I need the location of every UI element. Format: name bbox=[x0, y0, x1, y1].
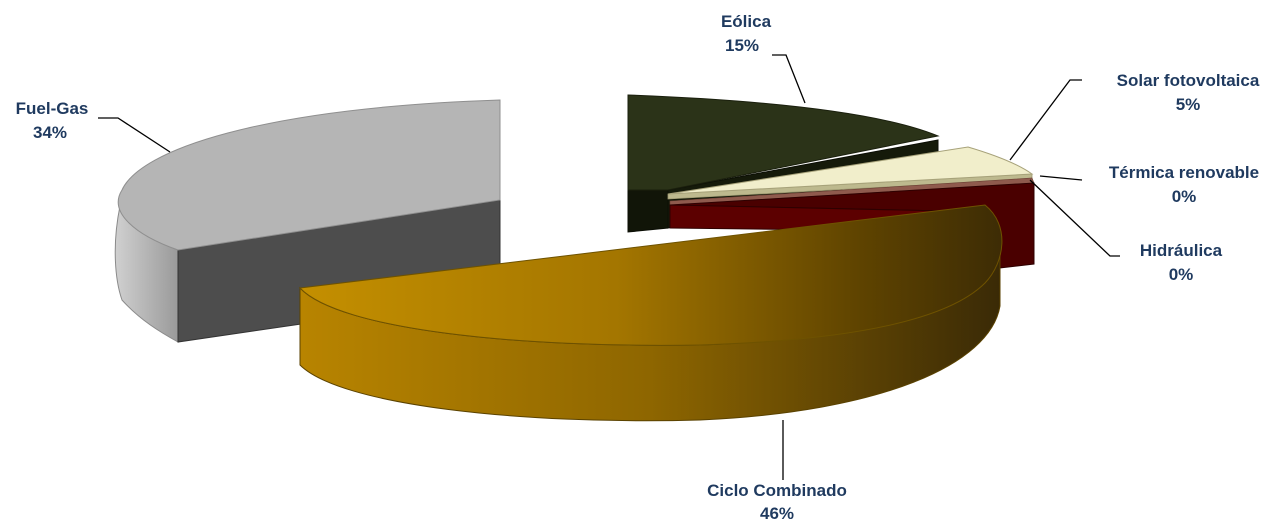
label-termica-renovable: Térmica renovable bbox=[1109, 163, 1259, 182]
leader-line-hidraulica bbox=[1029, 179, 1120, 257]
slice-ciclo-combinado bbox=[298, 204, 1003, 422]
leader-line-eolica bbox=[772, 54, 806, 104]
label-hidraulica-pct: 0% bbox=[1169, 265, 1194, 284]
slice-ciclo-combinado-top bbox=[298, 204, 1003, 346]
leader-line-solar-fotovoltaica bbox=[1009, 79, 1082, 161]
label-eolica-pct: 15% bbox=[725, 36, 759, 55]
data-labels: Eólica 15% Solar fotovoltaica 5% Térmica… bbox=[16, 12, 1260, 522]
label-termica-renovable-pct: 0% bbox=[1172, 187, 1197, 206]
label-fuel-gas-pct: 34% bbox=[33, 123, 67, 142]
label-ciclo-combinado: Ciclo Combinado bbox=[707, 481, 847, 500]
label-solar-fotovoltaica: Solar fotovoltaica bbox=[1117, 71, 1260, 90]
leader-lines bbox=[98, 54, 1120, 480]
label-solar-fotovoltaica-pct: 5% bbox=[1176, 95, 1201, 114]
label-hidraulica: Hidráulica bbox=[1140, 241, 1223, 260]
slice-eolica-top bbox=[627, 94, 940, 191]
label-ciclo-combinado-pct: 46% bbox=[760, 504, 794, 522]
label-fuel-gas: Fuel-Gas bbox=[16, 99, 89, 118]
leader-line-termica-renovable bbox=[1039, 175, 1083, 181]
slice-solar-top bbox=[667, 146, 1034, 195]
slice-fuel-gas-top bbox=[117, 99, 501, 251]
label-eolica: Eólica bbox=[721, 12, 772, 31]
leader-line-fuel-gas bbox=[98, 117, 171, 153]
